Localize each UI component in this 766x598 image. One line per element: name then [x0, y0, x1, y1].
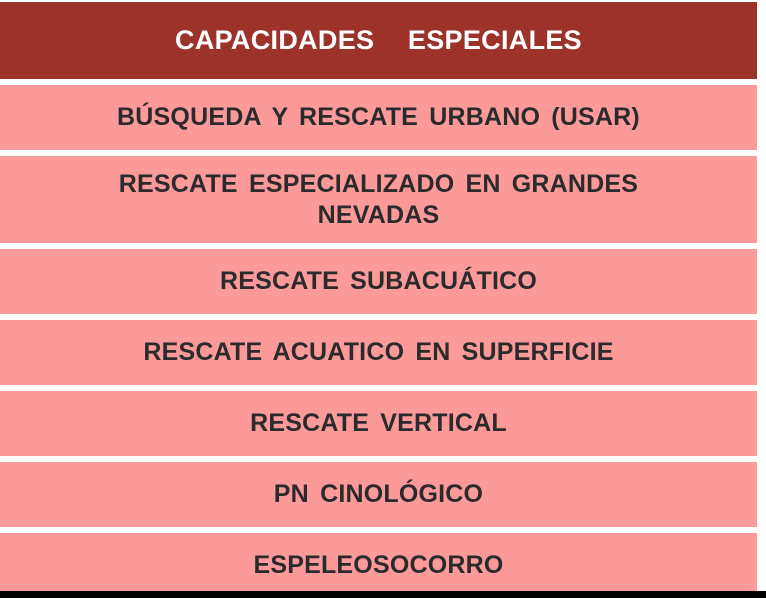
capability-label-vertical: RESCATE VERTICAL — [250, 409, 507, 438]
table-header: CAPACIDADES ESPECIALES — [0, 2, 757, 79]
table-row[interactable]: PN CINOLÓGICO — [0, 462, 757, 527]
capability-label-espeleosocorro: ESPELEOSOCORRO — [253, 551, 504, 580]
capability-rows-list: BÚSQUEDA Y RESCATE URBANO (USAR) RESCATE… — [0, 79, 766, 598]
capability-label-usar: BÚSQUEDA Y RESCATE URBANO (USAR) — [117, 103, 640, 132]
table-row[interactable]: ESPELEOSOCORRO — [0, 533, 757, 598]
capability-label-acuatico-superficie: RESCATE ACUATICO EN SUPERFICIE — [143, 338, 614, 367]
table-row[interactable]: BÚSQUEDA Y RESCATE URBANO (USAR) — [0, 85, 757, 150]
capability-label-subacuatico: RESCATE SUBACUÁTICO — [219, 267, 538, 296]
table-row[interactable]: RESCATE SUBACUÁTICO — [0, 249, 757, 314]
page-title: CAPACIDADES ESPECIALES — [175, 24, 582, 55]
table-row[interactable]: RESCATE ESPECIALIZADO EN GRANDES NEVADAS — [0, 156, 757, 243]
table-row[interactable]: RESCATE VERTICAL — [0, 391, 757, 456]
bottom-bar — [0, 591, 766, 598]
table-row[interactable]: RESCATE ACUATICO EN SUPERFICIE — [0, 320, 757, 385]
capability-label-grandes-nevadas: RESCATE ESPECIALIZADO EN GRANDES NEVADAS — [118, 170, 639, 229]
capability-label-cinologico: PN CINOLÓGICO — [273, 480, 484, 509]
